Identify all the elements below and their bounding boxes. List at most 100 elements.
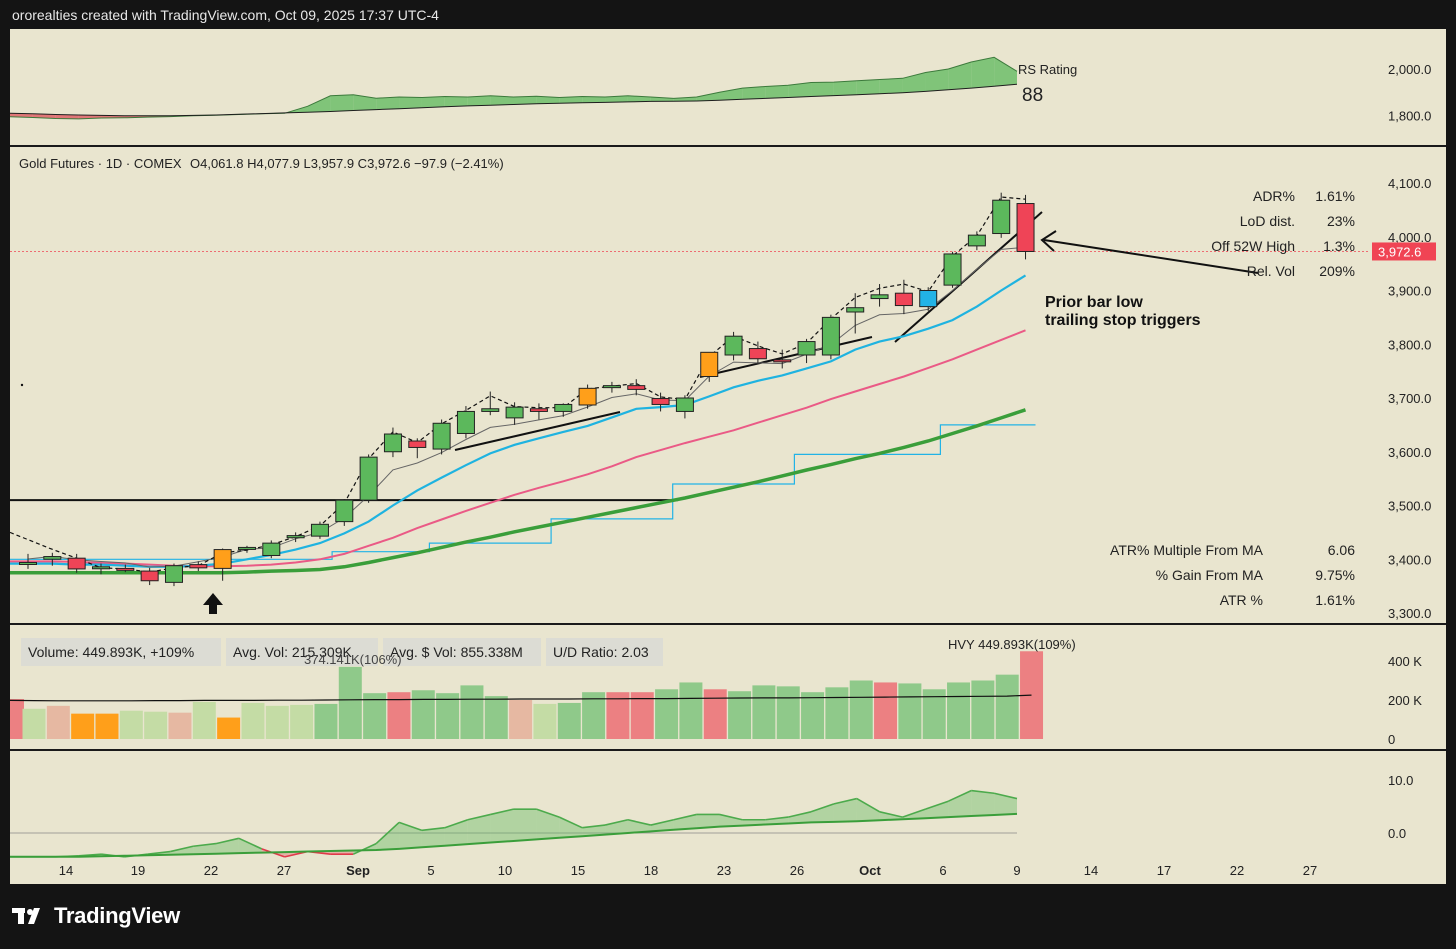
stat-label: ATR% Multiple From MA: [1110, 542, 1264, 558]
osc-line-segment: [971, 789, 995, 795]
candle-body: [651, 398, 670, 405]
x-axis-tick: 23: [717, 863, 731, 878]
x-axis-tick: 6: [939, 863, 946, 878]
candle-body: [481, 408, 500, 412]
volume-bar: [582, 692, 606, 739]
candle-body: [627, 385, 646, 390]
osc-y-tick: 0.0: [1388, 826, 1406, 841]
last-price-tag: [1372, 242, 1436, 261]
rs-area-segment: [559, 96, 583, 104]
candle-body: [894, 292, 913, 307]
volume-bar: [1020, 651, 1044, 739]
osc-line-segment: [810, 803, 835, 813]
oscillator-panel: 10.0 0.0 14 19 22 27 Sep 5 10 15 18 23 26 Oct 6 9 14 17 22…: [10, 773, 1413, 878]
rs-area-segment: [353, 94, 377, 111]
osc-line-segment: [170, 845, 194, 853]
x-axis-tick: 14: [59, 863, 73, 878]
annotation-line1: Prior bar low: [1045, 294, 1143, 311]
osc-line-segment: [582, 824, 606, 829]
osc-line-segment: [375, 821, 400, 845]
osc-area-segment: [765, 817, 789, 825]
candle-body: [432, 422, 451, 450]
stat-value: 209%: [1319, 263, 1355, 279]
volume-peak-label: 374.141K(106%): [304, 652, 402, 667]
rs-area-segment: [948, 62, 972, 90]
volume-bar: [265, 705, 289, 739]
osc-area-segment: [536, 809, 560, 840]
x-axis-tick: 5: [427, 863, 434, 878]
candle-body: [773, 359, 792, 363]
volume-info-box: [383, 638, 541, 666]
candle-body: [456, 410, 475, 434]
annotation-line2: trailing stop triggers: [1045, 312, 1201, 329]
x-axis-tick: 19: [131, 863, 145, 878]
x-axis-tick: 17: [1157, 863, 1171, 878]
candle-body: [675, 397, 694, 412]
rs-area-segment: [421, 96, 445, 108]
osc-line-segment: [192, 842, 217, 848]
rs-area-segment: [925, 69, 949, 92]
trendline: [699, 336, 873, 378]
price-panel[interactable]: Gold Futures · 1D · COMEX O4,061.8 H4,077…: [10, 147, 1446, 623]
candle-body: [797, 341, 816, 356]
price-y-tick: 3,500.0: [1388, 499, 1431, 514]
price-y-tick: 4,000.0: [1388, 230, 1431, 245]
rs-area-segment: [811, 82, 834, 97]
volume-avg-line: [10, 694, 1032, 702]
volume-bar: [338, 666, 362, 739]
volume-info-text: U/D Ratio: 2.03: [553, 644, 649, 660]
volume-bar: [801, 692, 825, 739]
candle-body: [1016, 203, 1035, 252]
volume-bar: [752, 685, 776, 739]
volume-bar: [971, 680, 995, 739]
x-axis-tick: 9: [1013, 863, 1020, 878]
osc-y-tick: 10.0: [1388, 773, 1413, 788]
candle-body: [116, 567, 135, 571]
volume-y-tick: 200 K: [1388, 693, 1422, 708]
candle-body: [943, 253, 962, 286]
stat-value: 1.3%: [1323, 238, 1355, 254]
price-y-tick: 4,100.0: [1388, 176, 1431, 191]
volume-bar: [387, 692, 411, 739]
rs-area-segment: [444, 96, 468, 107]
rs-rating-value: 88: [1022, 85, 1043, 106]
rs-area-segment: [490, 95, 514, 106]
osc-area-segment: [833, 798, 857, 822]
volume-bar: [436, 693, 460, 739]
rs-area-segment: [307, 95, 331, 113]
rs-panel: RS Rating 88 2,000.0 1,800.0: [10, 56, 1431, 124]
osc-line-segment: [627, 818, 651, 826]
rs-area-segment: [467, 95, 491, 106]
osc-line-segment: [650, 818, 674, 826]
osc-line-segment: [490, 808, 514, 816]
rs-y-tick: 2,000.0: [1388, 62, 1431, 77]
osc-line-segment: [352, 842, 377, 855]
volume-panel: Volume: 449.893K, +109% Avg. Vol: 215.309…: [10, 637, 1422, 747]
osc-line-segment: [787, 811, 812, 818]
volume-bar: [314, 703, 338, 739]
volume-info-box: [546, 638, 663, 666]
candle-body: [529, 408, 548, 412]
candle-body: [286, 535, 305, 539]
candle-body: [870, 294, 889, 300]
osc-line-segment: [421, 826, 445, 832]
chart-header: ororealties created with TradingView.com…: [12, 7, 439, 23]
osc-area-segment: [925, 801, 949, 819]
volume-bar: [533, 703, 557, 739]
candle-body: [164, 565, 183, 583]
volume-bar: [71, 713, 95, 739]
price-y-tick: 3,600.0: [1388, 445, 1431, 460]
osc-line-segment: [948, 789, 972, 802]
osc-line-segment: [444, 818, 468, 829]
rs-title: RS Rating: [1018, 62, 1077, 77]
volume-info-text: Avg. $ Vol: 855.338M: [390, 644, 523, 660]
rs-area-segment: [627, 95, 651, 102]
dashed-high-line: [10, 196, 1026, 573]
volume-bar: [484, 696, 508, 739]
volume-bar: [849, 680, 873, 739]
candle-body: [383, 433, 402, 453]
tradingview-logo[interactable]: TradingView: [12, 903, 180, 929]
osc-area-segment: [811, 803, 834, 823]
x-axis-tick: 26: [790, 863, 804, 878]
panel-separator: [10, 623, 1446, 625]
